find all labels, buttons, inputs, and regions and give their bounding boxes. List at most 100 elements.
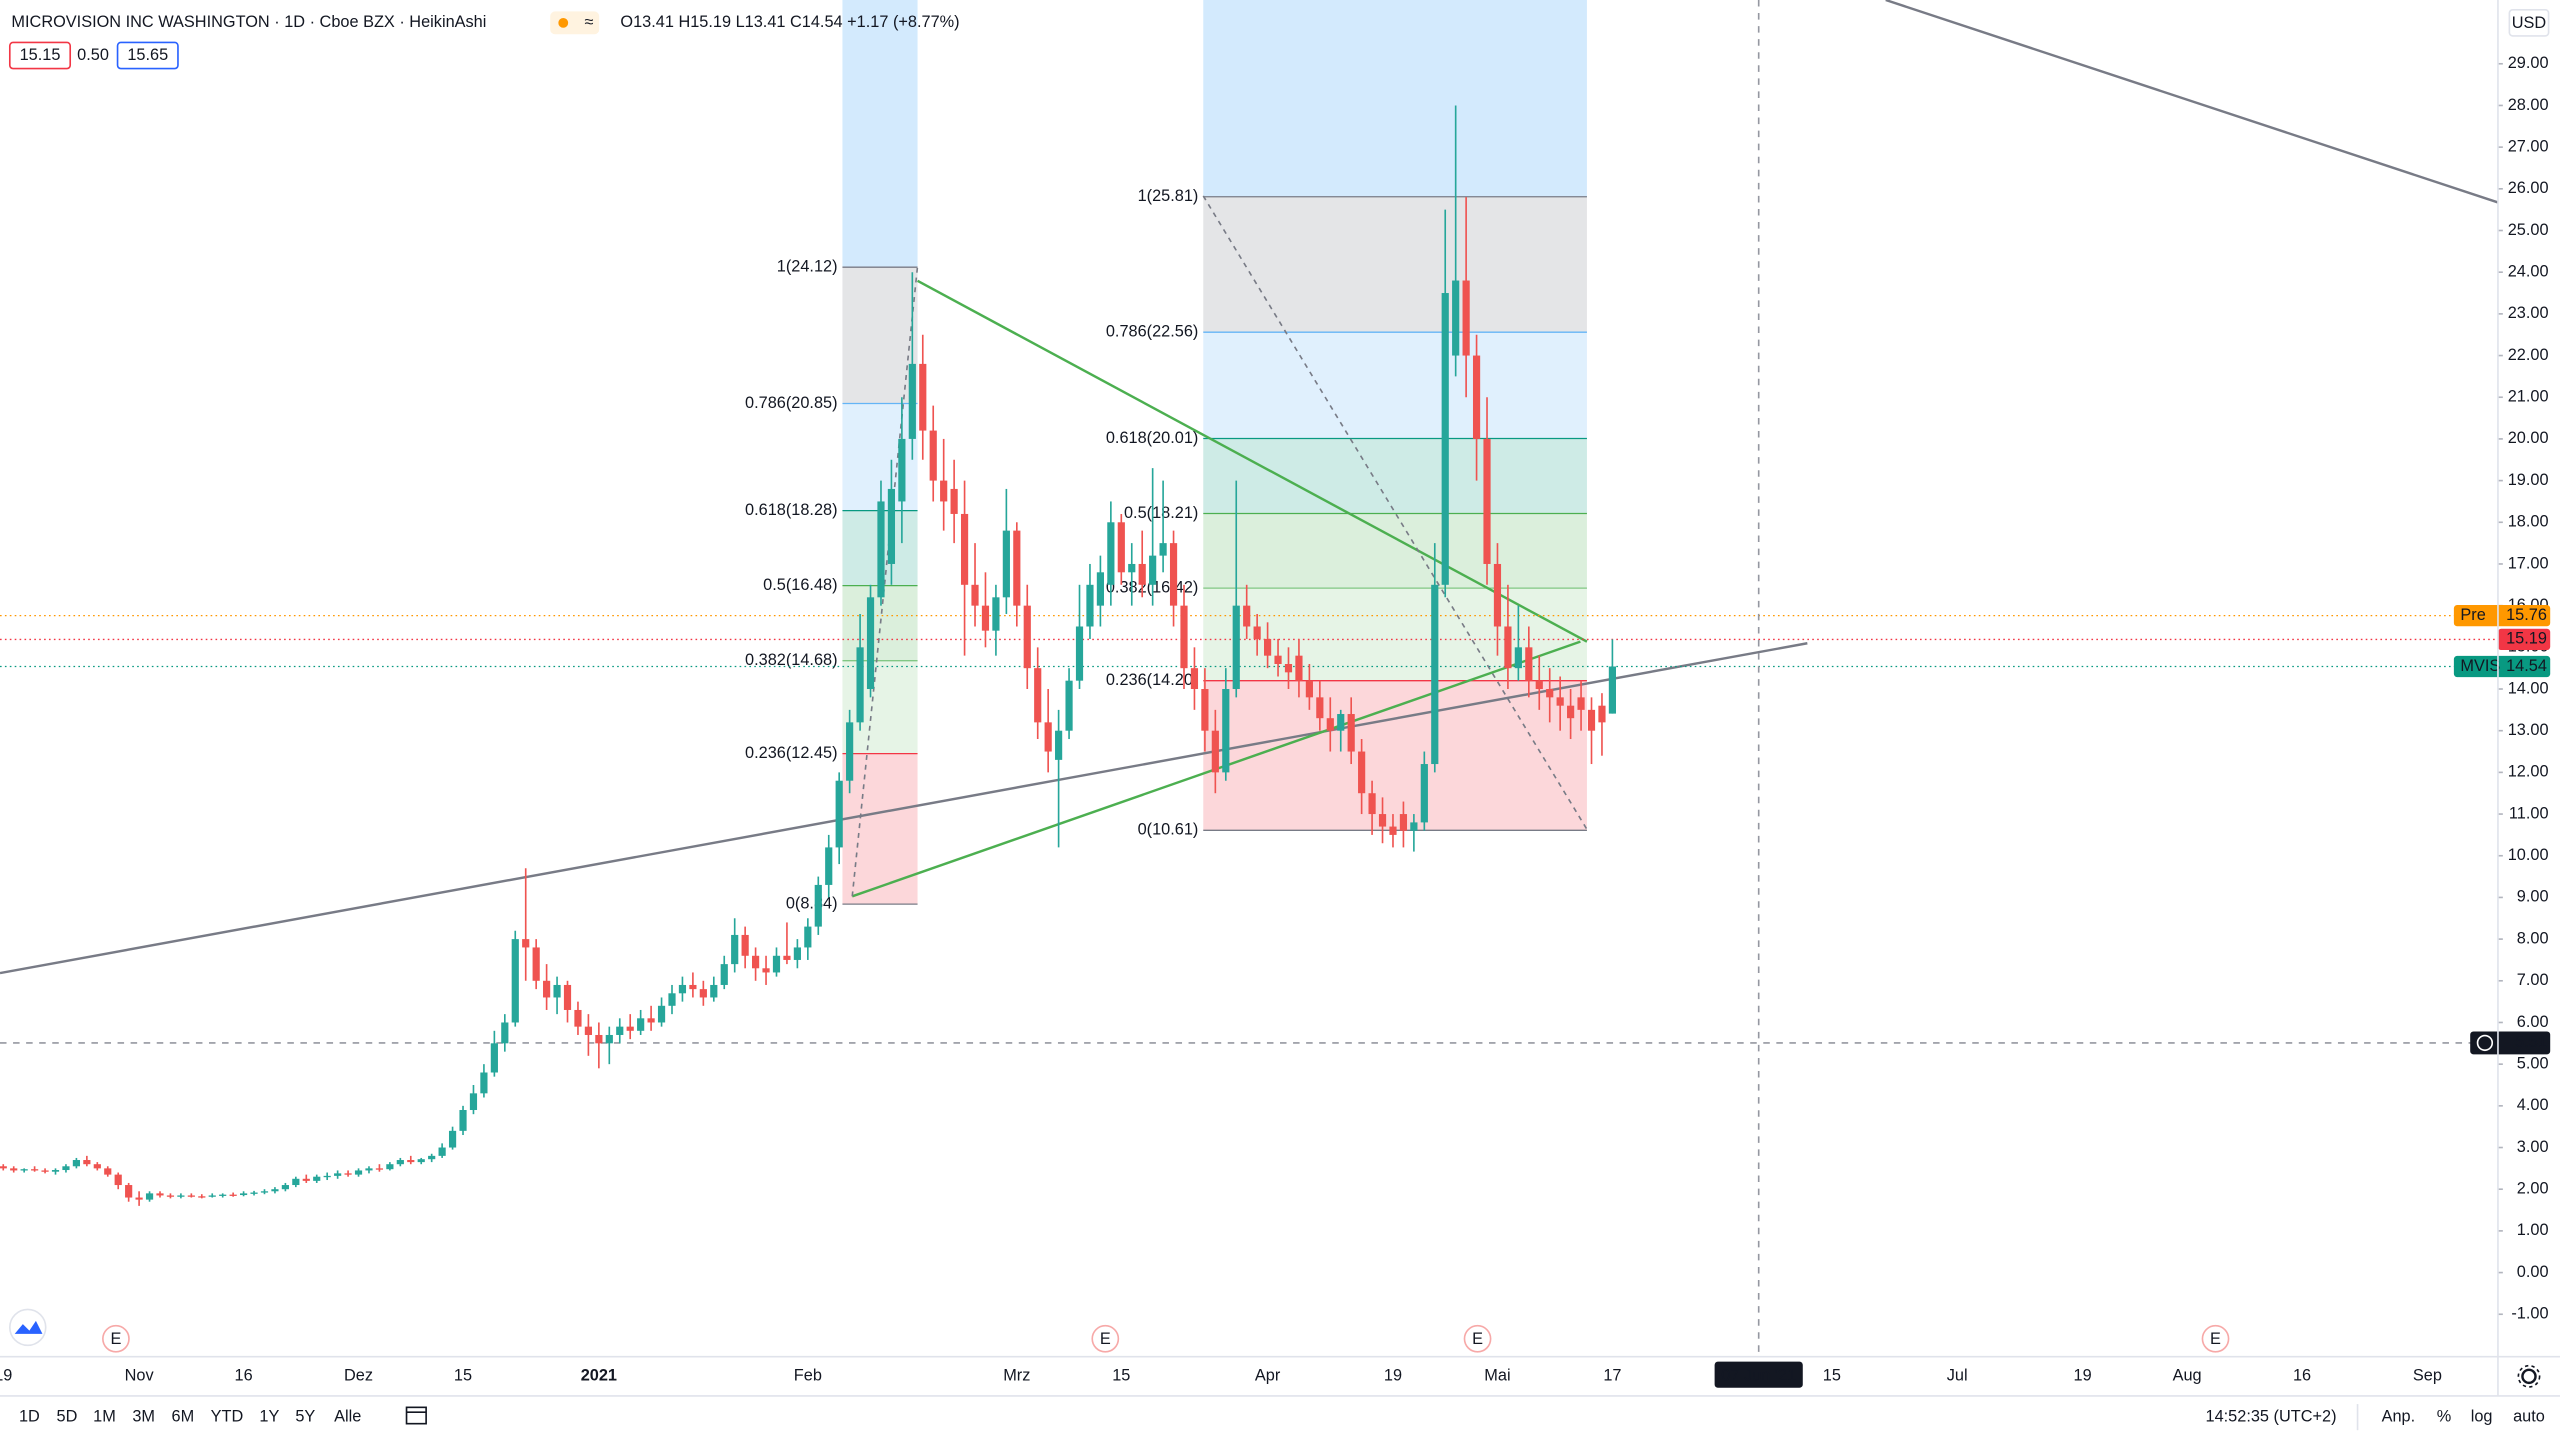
trendline <box>916 279 1588 643</box>
candle-body <box>396 1160 404 1165</box>
y-tick-label: 21.00 <box>2508 388 2549 406</box>
range-button[interactable]: Alle <box>334 1407 361 1425</box>
symbol-title: MICROVISION INC WASHINGTON · 1D · Cboe B… <box>11 13 486 31</box>
x-tick-label: Mai <box>1484 1367 1510 1385</box>
range-button[interactable]: 5Y <box>295 1407 315 1425</box>
candle-body <box>825 847 833 885</box>
fib-level-label: 0.618(18.28) <box>745 501 838 519</box>
status-icons: ≈ <box>550 11 600 35</box>
clock[interactable]: 14:52:35 (UTC+2) <box>2206 1407 2337 1425</box>
scale-option[interactable]: % <box>2437 1407 2452 1425</box>
candle-body <box>511 939 519 1023</box>
candle-body <box>1264 638 1272 656</box>
earnings-marker[interactable] <box>1463 1324 1492 1353</box>
y-tick-label: 12.00 <box>2508 763 2549 781</box>
candle-body <box>156 1193 164 1196</box>
fib-level-label: 1(24.12) <box>777 257 838 275</box>
fib-band <box>842 267 918 404</box>
candle-body <box>762 968 770 973</box>
price-label-value: 15.76 <box>2506 606 2547 624</box>
x-tick-label: 19 <box>2074 1367 2092 1385</box>
earnings-marker[interactable] <box>102 1324 130 1353</box>
x-tick-label: 19 <box>1384 1367 1402 1385</box>
candle-body <box>1608 666 1617 714</box>
candle-body <box>1128 563 1136 573</box>
bid[interactable]: 15.15 <box>20 46 61 64</box>
candle-body <box>1493 563 1502 627</box>
candle-body <box>563 984 572 1010</box>
y-tick-label: 18.00 <box>2508 513 2549 531</box>
candle-body <box>1055 730 1063 760</box>
currency[interactable]: USD <box>2512 14 2546 32</box>
settings-icon[interactable] <box>2517 1364 2541 1388</box>
y-tick-label: 25.00 <box>2508 221 2549 239</box>
price-label-value: 15.19 <box>2506 630 2547 648</box>
currency-box[interactable] <box>2508 8 2550 37</box>
crosshair-plus-icon[interactable] <box>2476 1034 2494 1052</box>
ask[interactable]: 15.65 <box>127 46 168 64</box>
price-label-box <box>2497 628 2551 651</box>
candle-body <box>1096 572 1104 606</box>
y-tick-label: 11.00 <box>2509 804 2549 822</box>
range-button[interactable]: YTD <box>211 1407 244 1425</box>
candle-body <box>1190 668 1199 690</box>
earnings-label[interactable]: E <box>1100 1330 1111 1348</box>
candle-body <box>919 363 927 431</box>
range-button[interactable]: 5D <box>57 1407 78 1425</box>
range-button[interactable]: 1Y <box>259 1407 279 1425</box>
y-tick-label: 9.00 <box>2517 888 2549 906</box>
ask-box[interactable] <box>116 41 179 70</box>
candle-body <box>543 980 551 998</box>
candle-body <box>1358 751 1366 794</box>
candle-body <box>313 1176 321 1181</box>
logo[interactable] <box>8 1308 47 1347</box>
candle-body <box>1201 689 1209 731</box>
candle-body <box>114 1174 122 1186</box>
range-button[interactable]: 6M <box>172 1407 195 1425</box>
y-tick-label: 26.00 <box>2508 179 2549 197</box>
candle-body <box>1410 822 1418 831</box>
earnings-marker[interactable] <box>1091 1324 1120 1353</box>
candle-body <box>177 1195 185 1197</box>
earnings-marker[interactable] <box>2201 1324 2230 1353</box>
y-tick-label: 27.00 <box>2508 137 2549 155</box>
candle-body <box>240 1193 248 1196</box>
candle-body <box>752 955 760 969</box>
candle-body <box>783 955 791 960</box>
candle-body <box>1337 714 1345 731</box>
y-tick-label: 28.00 <box>2508 96 2549 114</box>
scale-option[interactable]: log <box>2471 1407 2493 1425</box>
scale-option[interactable]: auto <box>2513 1407 2545 1425</box>
candle-body <box>72 1160 80 1167</box>
x-tick-label: 19 <box>0 1367 12 1385</box>
fib-level-label: 0.382(14.68) <box>745 651 838 669</box>
svg-text:≈: ≈ <box>584 13 593 31</box>
range-button[interactable]: 1D <box>19 1407 40 1425</box>
y-tick-label: 22.00 <box>2508 346 2549 364</box>
x-tick-label: 15 <box>1823 1367 1841 1385</box>
fib-band <box>1203 438 1587 514</box>
y-tick-label: 5.00 <box>2517 1054 2549 1072</box>
candle-body <box>354 1170 363 1175</box>
x-tick-label: Jul <box>1947 1367 1968 1385</box>
scale-option[interactable]: Anp. <box>2382 1407 2416 1425</box>
trendline <box>0 642 1808 975</box>
candle-body <box>1546 689 1554 698</box>
bid-box[interactable] <box>8 41 72 70</box>
fib-level-label: 0(10.61) <box>1138 821 1199 839</box>
earnings-label[interactable]: E <box>1472 1330 1483 1348</box>
y-tick-label: 6.00 <box>2517 1013 2549 1031</box>
earnings-label[interactable]: E <box>2210 1330 2221 1348</box>
x-tick-label: 17 <box>1603 1367 1621 1385</box>
range-button[interactable]: 1M <box>93 1407 116 1425</box>
x-tick-label: Feb <box>794 1367 822 1385</box>
earnings-label[interactable]: E <box>110 1330 121 1348</box>
candle-body <box>866 597 875 690</box>
calendar-icon[interactable] <box>405 1406 427 1425</box>
fib-level-label: 0.236(14.20) <box>1106 671 1199 689</box>
candle-body <box>657 1005 666 1023</box>
candle-body <box>41 1170 49 1172</box>
candle-body <box>699 989 707 998</box>
range-button[interactable]: 3M <box>132 1407 155 1425</box>
